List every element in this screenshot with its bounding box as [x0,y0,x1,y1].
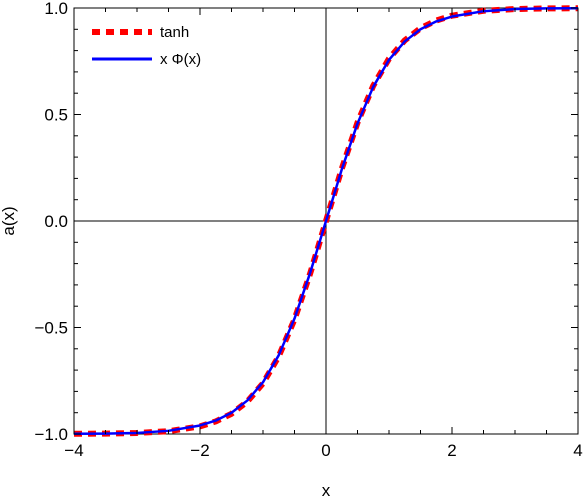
x-tick-label: −4 [64,441,83,460]
y-tick-label: −0.5 [34,319,68,338]
y-tick-label: 0.0 [44,212,68,231]
y-tick-label: 1.0 [44,0,68,18]
axis-ticks: −4 −2 0 2 4 −1.0 −0.5 0.0 0.5 1.0 [34,0,582,460]
legend-label: x Φ(x) [160,51,201,68]
y-tick-label: 0.5 [44,106,68,125]
series-lines [73,5,579,437]
x-axis-title: x [322,481,331,498]
legend: tanh x Φ(x) [92,24,201,68]
series-line-x-phi-x [73,6,579,436]
x-tick-label: −2 [190,441,209,460]
y-axis-title: a(x) [0,206,18,235]
legend-label: tanh [160,24,189,41]
x-tick-label: 4 [573,441,582,460]
x-tick-label: 2 [447,441,456,460]
y-tick-label: −1.0 [34,425,68,444]
x-tick-label: 0 [321,441,330,460]
